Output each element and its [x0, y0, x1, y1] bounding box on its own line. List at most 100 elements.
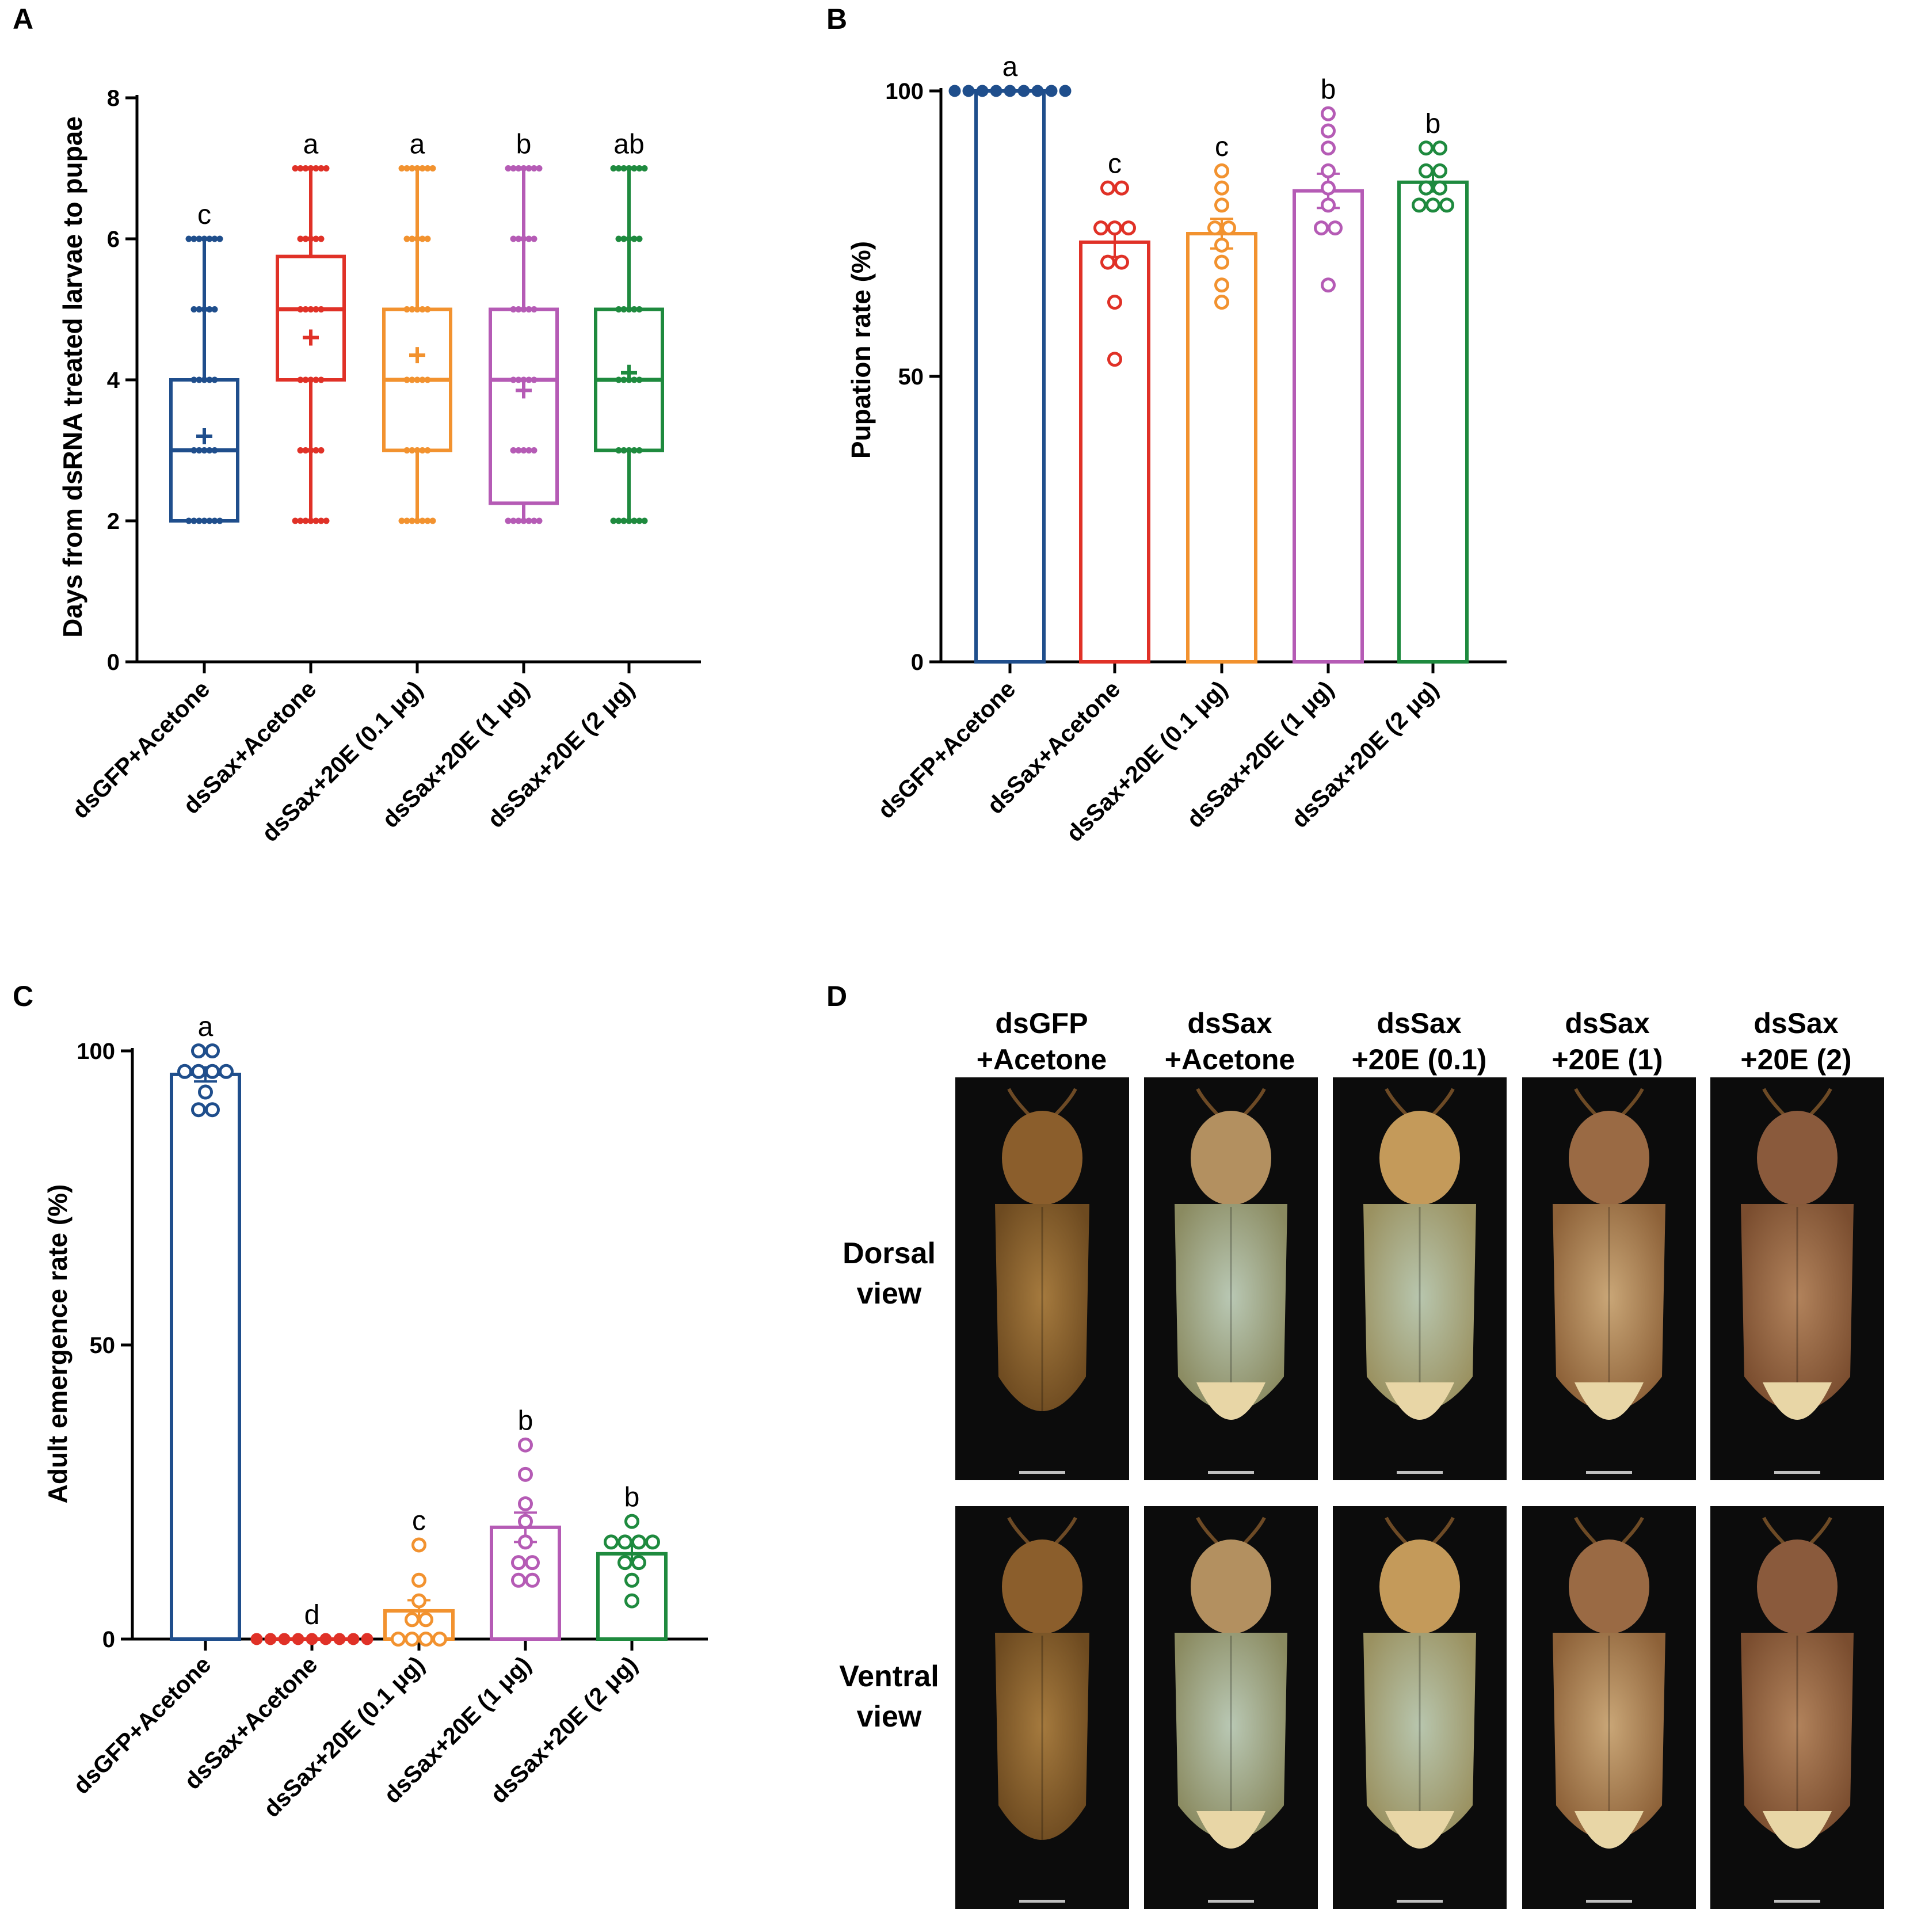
data-point	[626, 235, 632, 242]
beetle-abdomen-tip	[1763, 1382, 1832, 1420]
column-header-5-line2: +20E (2)	[1740, 1043, 1851, 1076]
data-point	[185, 517, 192, 524]
column-header-4-line1: dsSax	[1565, 1007, 1650, 1039]
ventral-photo-2	[1144, 1506, 1318, 1909]
data-point	[403, 306, 410, 313]
data-point	[515, 376, 522, 383]
y-tick-label: 100	[885, 79, 924, 104]
data-point	[419, 447, 426, 454]
dorsal-photo-2	[1144, 1077, 1318, 1480]
y-tick-label: 2	[107, 509, 120, 534]
data-point	[190, 306, 197, 313]
beetle-pronotum	[1191, 1539, 1271, 1634]
data-point	[505, 517, 512, 524]
data-point	[1419, 163, 1434, 178]
data-point	[636, 235, 643, 242]
data-point	[297, 235, 304, 242]
data-point	[1321, 163, 1336, 178]
data-point	[216, 517, 223, 524]
data-point	[641, 517, 648, 524]
data-point	[302, 235, 309, 242]
data-point	[610, 165, 617, 172]
data-point	[206, 517, 213, 524]
data-point	[190, 376, 197, 383]
data-point	[302, 376, 309, 383]
scale-bar	[1397, 1471, 1443, 1474]
category-group-5: dsSax+20E (2 μg)ab	[482, 129, 664, 833]
data-point	[211, 517, 218, 524]
data-point	[615, 447, 622, 454]
data-point	[205, 1102, 220, 1118]
data-point	[411, 1537, 426, 1553]
data-point	[615, 306, 622, 313]
beetle-abdomen-tip	[1575, 1382, 1644, 1420]
data-point	[297, 306, 304, 313]
data-point	[419, 165, 426, 172]
data-point	[636, 165, 643, 172]
y-tick-label: 50	[898, 364, 924, 390]
data-point	[620, 306, 627, 313]
data-point	[306, 1633, 318, 1645]
data-point	[515, 235, 522, 242]
data-point	[319, 1633, 332, 1645]
data-point	[1093, 220, 1108, 236]
data-point	[302, 306, 309, 313]
data-point	[206, 376, 213, 383]
data-point	[525, 235, 532, 242]
data-point	[318, 376, 325, 383]
data-point	[1321, 277, 1336, 293]
data-point	[419, 235, 426, 242]
column-header-1-line1: dsGFP	[995, 1007, 1088, 1039]
data-point	[190, 447, 197, 454]
data-point	[409, 235, 415, 242]
y-tick-label: 100	[77, 1039, 115, 1064]
category-group-4: dsSax+20E (1 μg)b	[377, 129, 559, 833]
beetle-abdomen-tip	[1196, 1811, 1265, 1849]
data-point	[405, 1612, 420, 1628]
data-point	[414, 165, 421, 172]
data-point	[518, 1466, 533, 1482]
data-point	[631, 165, 638, 172]
data-point	[615, 376, 622, 383]
data-point	[196, 447, 203, 454]
beetle-pronotum	[1569, 1111, 1649, 1205]
data-point	[1432, 163, 1447, 178]
data-point	[1107, 220, 1122, 236]
data-point	[191, 1043, 206, 1058]
data-point	[511, 1555, 526, 1571]
category-group-3: dsSax+20E (0.1 μg)a	[257, 129, 452, 847]
dorsal-photo-1	[955, 1077, 1129, 1480]
data-point	[177, 1064, 192, 1079]
data-point	[403, 165, 410, 172]
data-point	[1107, 352, 1122, 367]
data-point	[414, 306, 421, 313]
data-point	[205, 1064, 220, 1079]
significance-letter: a	[410, 129, 425, 160]
beetle-body	[995, 1633, 1089, 1840]
data-point	[424, 165, 431, 172]
data-point	[1321, 197, 1336, 213]
data-point	[515, 165, 522, 172]
beetle-body	[1175, 1633, 1287, 1840]
dorsal-photo-4	[1522, 1077, 1696, 1480]
data-point	[403, 235, 410, 242]
dorsal-photo-5	[1710, 1077, 1884, 1480]
data-point	[201, 517, 208, 524]
beetle-abdomen-tip	[1385, 1382, 1454, 1420]
significance-letter: c	[412, 1506, 426, 1536]
data-point	[536, 165, 543, 172]
data-point	[307, 447, 314, 454]
data-point	[636, 306, 643, 313]
data-point	[312, 447, 319, 454]
data-point	[1031, 85, 1044, 97]
data-point	[1321, 180, 1336, 196]
beetle-pronotum	[1002, 1111, 1082, 1205]
data-point	[361, 1633, 373, 1645]
data-point	[518, 1514, 533, 1529]
data-point	[626, 517, 632, 524]
data-point	[620, 376, 627, 383]
data-point	[1214, 295, 1229, 310]
data-point	[312, 235, 319, 242]
data-point	[429, 517, 436, 524]
